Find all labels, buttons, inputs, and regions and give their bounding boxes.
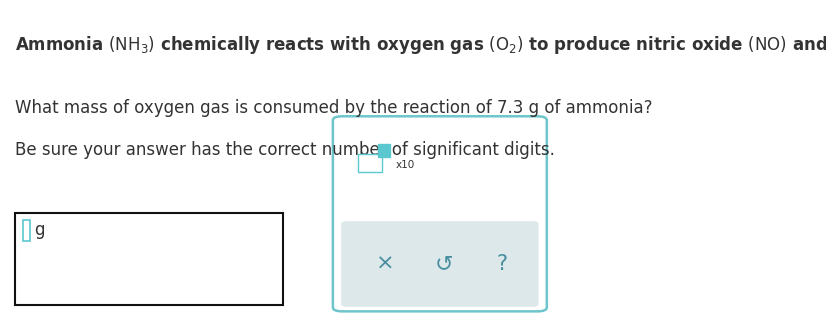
Text: ↺: ↺ <box>434 254 453 274</box>
Text: x10: x10 <box>396 160 415 170</box>
Bar <box>15 213 283 305</box>
Bar <box>23 220 30 241</box>
Bar <box>378 144 390 157</box>
Text: g: g <box>34 221 45 239</box>
Text: Ammonia $\mathsf{\left(NH_3\right)}$ chemically reacts with oxygen gas $\mathsf{: Ammonia $\mathsf{\left(NH_3\right)}$ che… <box>15 34 826 56</box>
Text: Be sure your answer has the correct number of significant digits.: Be sure your answer has the correct numb… <box>15 141 555 159</box>
FancyBboxPatch shape <box>333 116 547 311</box>
Bar <box>358 154 382 172</box>
Text: What mass of oxygen gas is consumed by the reaction of 7.3 g of ammonia?: What mass of oxygen gas is consumed by t… <box>15 99 653 117</box>
Text: ?: ? <box>496 254 507 274</box>
FancyBboxPatch shape <box>341 221 539 307</box>
Text: ×: × <box>376 254 395 274</box>
